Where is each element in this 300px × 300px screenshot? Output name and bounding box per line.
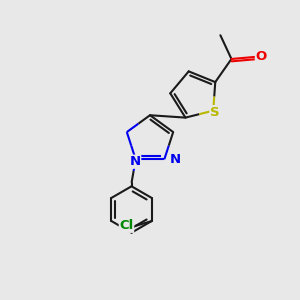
Text: S: S <box>210 106 220 119</box>
Text: O: O <box>256 50 267 63</box>
Text: N: N <box>170 153 181 166</box>
Text: Cl: Cl <box>119 219 134 232</box>
Text: N: N <box>130 155 141 168</box>
